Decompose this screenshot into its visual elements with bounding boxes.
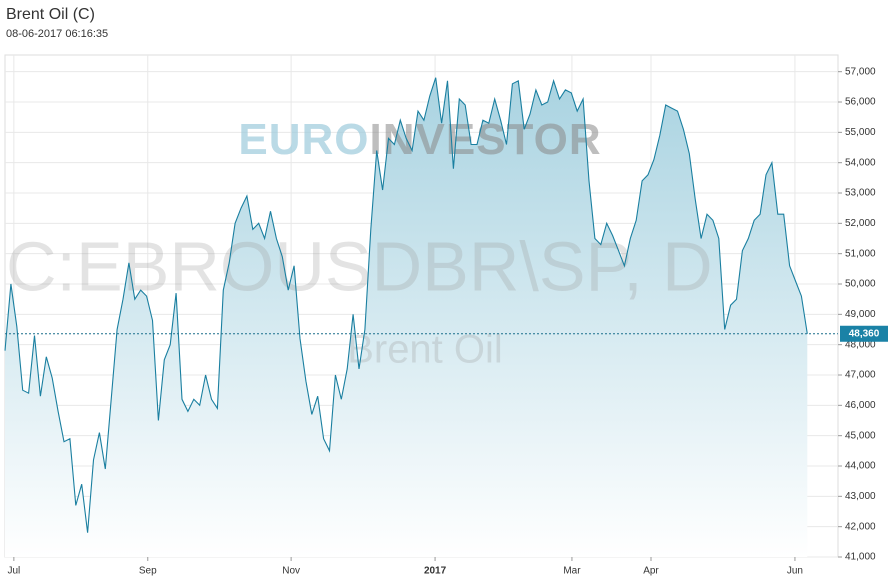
area-layer	[5, 77, 808, 557]
y-tick-label: 52,000	[845, 218, 876, 229]
y-tick-label: 50,000	[845, 279, 876, 290]
y-tick-label: 45,000	[845, 430, 876, 441]
y-tick-label: 47,000	[845, 370, 876, 381]
watermark-name: Brent Oil	[347, 328, 503, 372]
y-tick-label: 56,000	[845, 97, 876, 108]
y-tick-label: 48,000	[845, 339, 876, 350]
x-tick-label: Jul	[7, 566, 20, 577]
watermark-brand-a: EURO	[238, 115, 369, 164]
y-tick-label: 55,000	[845, 127, 876, 138]
price-line	[4, 77, 808, 533]
y-tick-label: 42,000	[845, 521, 876, 532]
chart-title: Brent Oil (C)	[6, 6, 95, 23]
watermark-brand-b: INVESTOR	[370, 115, 602, 164]
y-tick-label: 53,000	[845, 188, 876, 199]
y-tick-label: 41,000	[845, 552, 876, 563]
x-tick-label: Mar	[563, 566, 581, 577]
y-tick-label: 51,000	[845, 248, 876, 259]
y-tick-label: 44,000	[845, 461, 876, 472]
x-tick-label: Sep	[139, 566, 157, 577]
x-tick-label: Nov	[282, 566, 300, 577]
y-tick-label: 57,000	[845, 66, 876, 77]
area-fill	[5, 77, 808, 557]
x-tick-label: Apr	[643, 566, 659, 577]
chart-subtitle: 08-06-2017 06:16:35	[6, 28, 108, 40]
watermark-brand: EUROINVESTOR	[238, 115, 601, 164]
foreground: 41,000 42,000 43,000 44,000 45,000 46,000 47,0…	[4, 66, 888, 577]
current-value-box	[840, 325, 888, 342]
y-tick-label: 46,000	[845, 400, 876, 411]
y-tick-label: 54,000	[845, 157, 876, 168]
current-value-label: 48,360	[849, 328, 880, 339]
y-tick-label: 43,000	[845, 491, 876, 502]
x-tick-label: 2017	[424, 566, 447, 577]
watermark-symbol: C:EBROUSDBR\SP, D	[6, 227, 713, 305]
x-tick-label: Jun	[787, 566, 803, 577]
y-tick-label: 49,000	[845, 309, 876, 320]
